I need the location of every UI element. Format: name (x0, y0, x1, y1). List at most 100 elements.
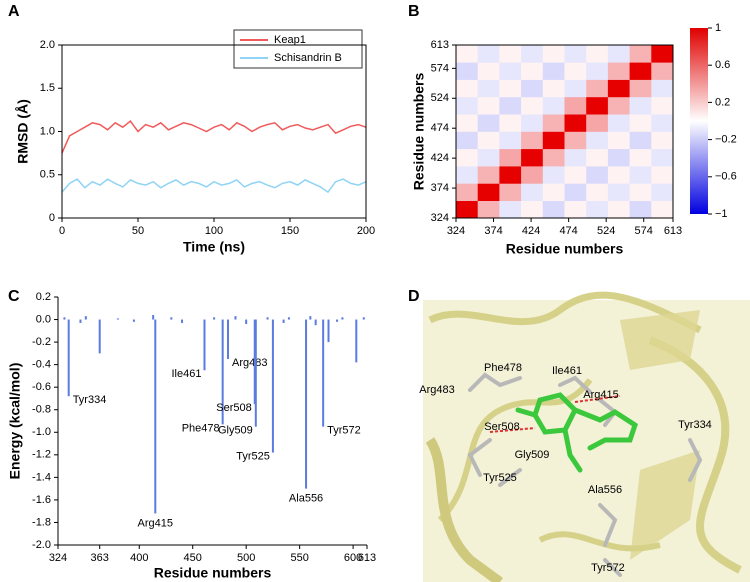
bar (266, 317, 269, 320)
bar (245, 319, 248, 325)
heatmap-cell (651, 45, 674, 63)
colorbar-tick-label: −0.6 (715, 171, 737, 183)
heatmap-cell (607, 183, 630, 201)
bar (322, 319, 325, 427)
heatmap-cell (499, 131, 522, 150)
x-tick-label: 600 (344, 552, 362, 564)
heatmap-cell (521, 45, 544, 63)
heatmap-cell (499, 96, 522, 115)
bar (282, 319, 285, 323)
bar (181, 319, 184, 323)
y-tick-label: 1.5 (40, 82, 55, 94)
heatmap-cell (456, 114, 478, 132)
heatmap-cell (629, 183, 652, 201)
bar (362, 317, 365, 320)
x-tick-label: 524 (597, 225, 615, 237)
colorbar-tick-label: 0.2 (715, 96, 730, 108)
bar-annotation: Phe478 (182, 422, 220, 434)
heatmap-cell (564, 200, 587, 219)
residue-label: Ser508 (484, 421, 519, 433)
bar (221, 319, 224, 425)
heatmap-cell (521, 148, 544, 167)
heatmap-cell (456, 200, 478, 219)
bar-annotation: Ile461 (171, 368, 201, 380)
bar (116, 318, 119, 320)
legend-box (233, 29, 363, 69)
heatmap-cell (542, 131, 565, 150)
heatmap-cell (564, 114, 587, 132)
x-tick-label: 100 (205, 225, 223, 237)
heatmap-cell (607, 79, 630, 98)
heatmap-cell (607, 148, 630, 167)
colorbar-tick-label: 1 (715, 22, 721, 34)
heatmap-cell (564, 45, 587, 63)
heatmap-cell (607, 45, 630, 63)
heatmap-cell (477, 200, 500, 219)
x-tick-label: 613 (664, 225, 682, 237)
heatmap-cell (586, 62, 609, 80)
heatmap-cell (521, 200, 544, 219)
heatmap-cell (456, 45, 478, 63)
x-tick-label: 0 (59, 225, 65, 237)
bar-annotation: Ser508 (216, 402, 251, 414)
heatmap-cell (586, 45, 609, 63)
heatmap-cell (542, 62, 565, 80)
panel-label: C (8, 288, 20, 305)
heatmap-cell (456, 96, 478, 115)
heatmap-cell (542, 96, 565, 115)
bar (254, 319, 257, 427)
heatmap-cell (564, 148, 587, 167)
heatmap-cell (499, 62, 522, 80)
bar (98, 319, 101, 354)
bar (305, 319, 308, 489)
heatmap-cell (629, 148, 652, 167)
y-tick-label: -1.6 (32, 494, 51, 506)
x-tick-label: 324 (447, 225, 465, 237)
heatmap-cell (542, 200, 565, 219)
bar-annotation: Arg483 (232, 357, 267, 369)
heatmap-cell (629, 79, 652, 98)
heatmap-cell (607, 114, 630, 132)
bar (341, 317, 344, 320)
residue-label: Arg415 (583, 389, 618, 401)
plot-frame (455, 44, 674, 219)
residue-label: Ile461 (552, 365, 582, 377)
heatmap-cell (607, 200, 630, 219)
y-tick-label: 2.0 (40, 39, 55, 51)
bar (132, 319, 135, 322)
heatmap-cell (521, 131, 544, 150)
heatmap-cell (607, 166, 630, 184)
heatmap-cell (564, 131, 587, 150)
heatmap-cell (542, 183, 565, 201)
bar (170, 317, 173, 320)
heatmap-cell (651, 166, 674, 184)
y-tick-label: -0.6 (32, 381, 51, 393)
heatmap-cell (499, 183, 522, 201)
heatmap-cell (651, 148, 674, 167)
heatmap-cell (456, 62, 478, 80)
bar (152, 315, 155, 320)
panel-label: A (8, 3, 20, 20)
residue-label: Tyr572 (591, 562, 625, 574)
heatmap-cell (542, 166, 565, 184)
bar (327, 319, 330, 343)
heatmap-cell (477, 183, 500, 201)
y-tick-label: -2.0 (32, 539, 51, 551)
heatmap-cell (651, 96, 674, 115)
heatmap-cell (499, 166, 522, 184)
heatmap-cell (586, 79, 609, 98)
heatmap-cell (629, 45, 652, 63)
x-tick-label: 324 (49, 552, 67, 564)
y-tick-label: -0.4 (32, 359, 51, 371)
heatmap-cell (542, 148, 565, 167)
heatmap-cell (629, 62, 652, 80)
heatmap-cell (564, 62, 587, 80)
colorbar-tick-label: −0.2 (715, 134, 737, 146)
legend-label: Schisandrin B (274, 52, 342, 64)
bar (227, 319, 230, 359)
colorbar-tick-label: −1 (715, 208, 728, 220)
bar (213, 317, 216, 320)
bar (253, 319, 256, 405)
heatmap-cell (607, 96, 630, 115)
heatmap-cell (456, 131, 478, 150)
